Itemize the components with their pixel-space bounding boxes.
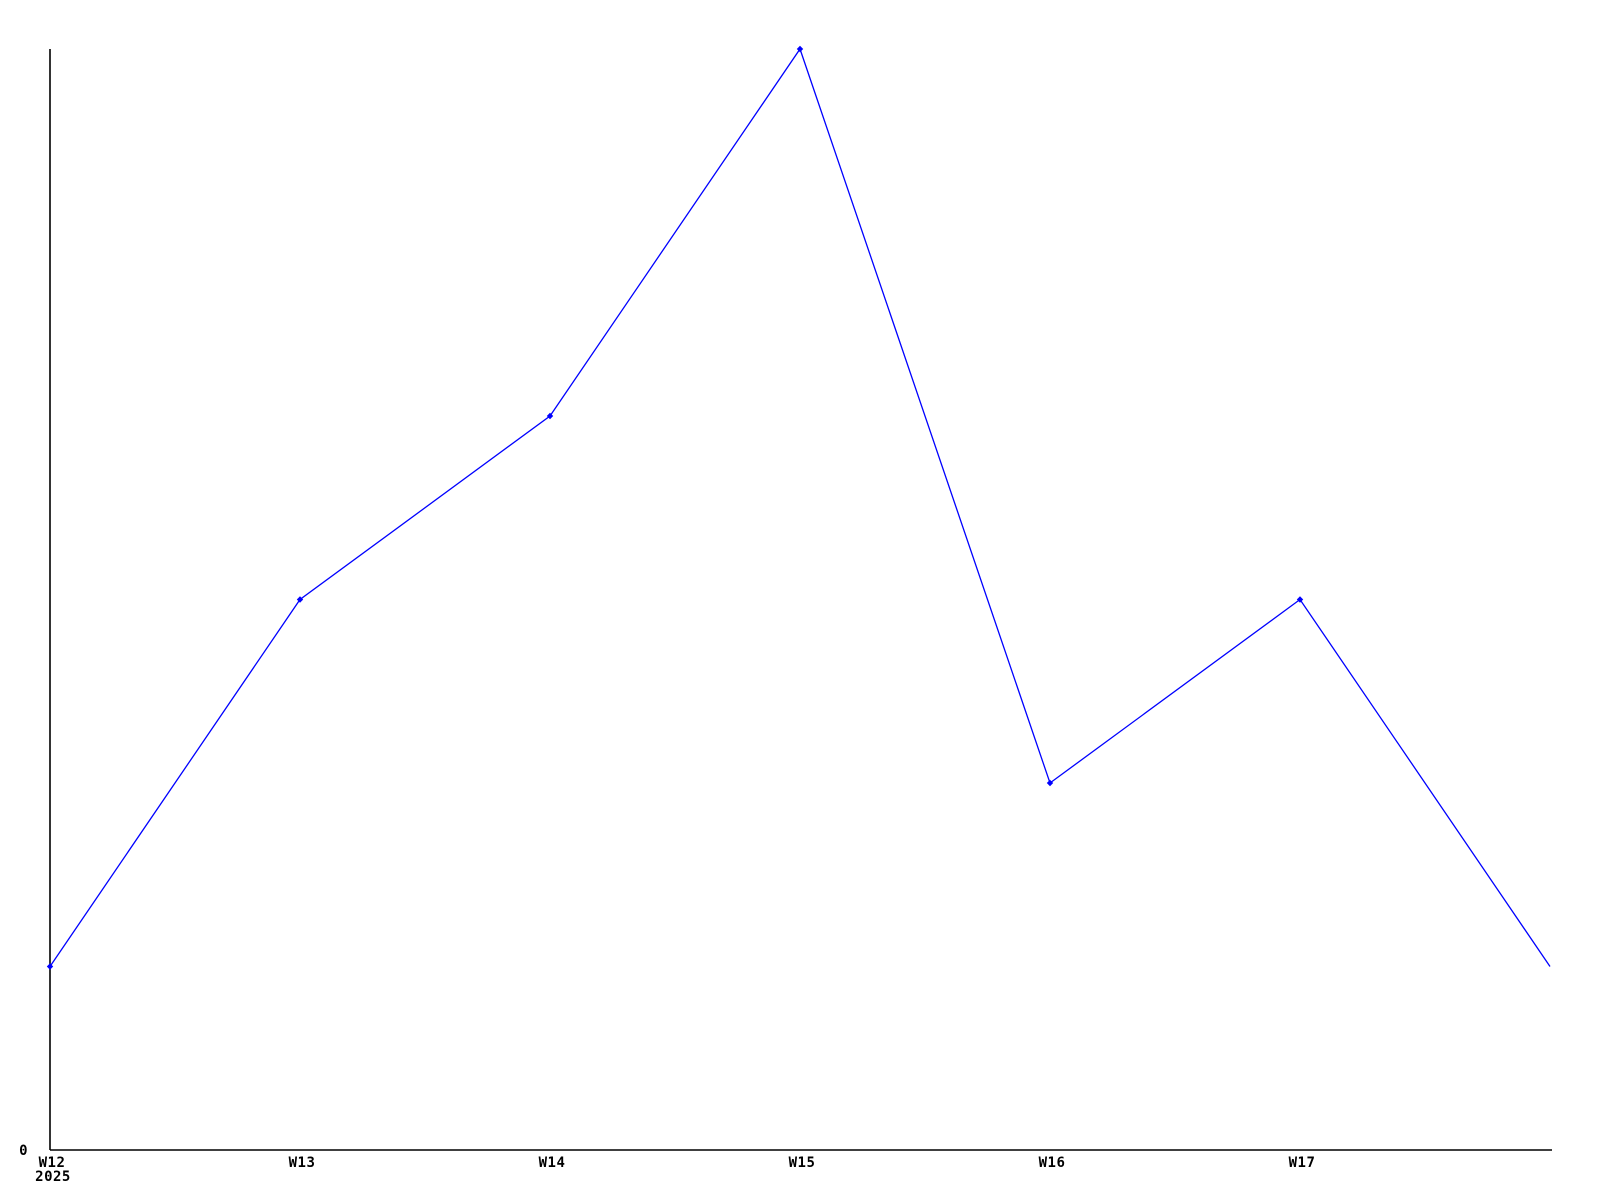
series-line [49, 47, 1551, 967]
y-axis-zero-label: 0 [19, 1143, 28, 1159]
data-series [46, 45, 1551, 970]
x-axis-tick-label: W16 [1039, 1155, 1066, 1171]
x-axis-tick-label: W12 [39, 1155, 66, 1171]
x-axis-tick-label: W13 [289, 1155, 316, 1171]
x-axis-tick-label: W15 [789, 1155, 816, 1171]
data-point-marker [1296, 596, 1304, 603]
data-point-marker [546, 412, 554, 420]
x-axis-labels: W12 W13 W14 W15 W16 W17 [39, 1155, 1316, 1171]
data-point-marker [296, 596, 304, 603]
x-axis-tick-label: W14 [539, 1155, 566, 1171]
x-axis-tick-label: W17 [1289, 1155, 1316, 1171]
data-point-marker [796, 45, 804, 53]
data-point-marker [1046, 779, 1054, 787]
data-point-marker [46, 963, 54, 970]
x-axis-year-label: 2025 [35, 1169, 71, 1185]
